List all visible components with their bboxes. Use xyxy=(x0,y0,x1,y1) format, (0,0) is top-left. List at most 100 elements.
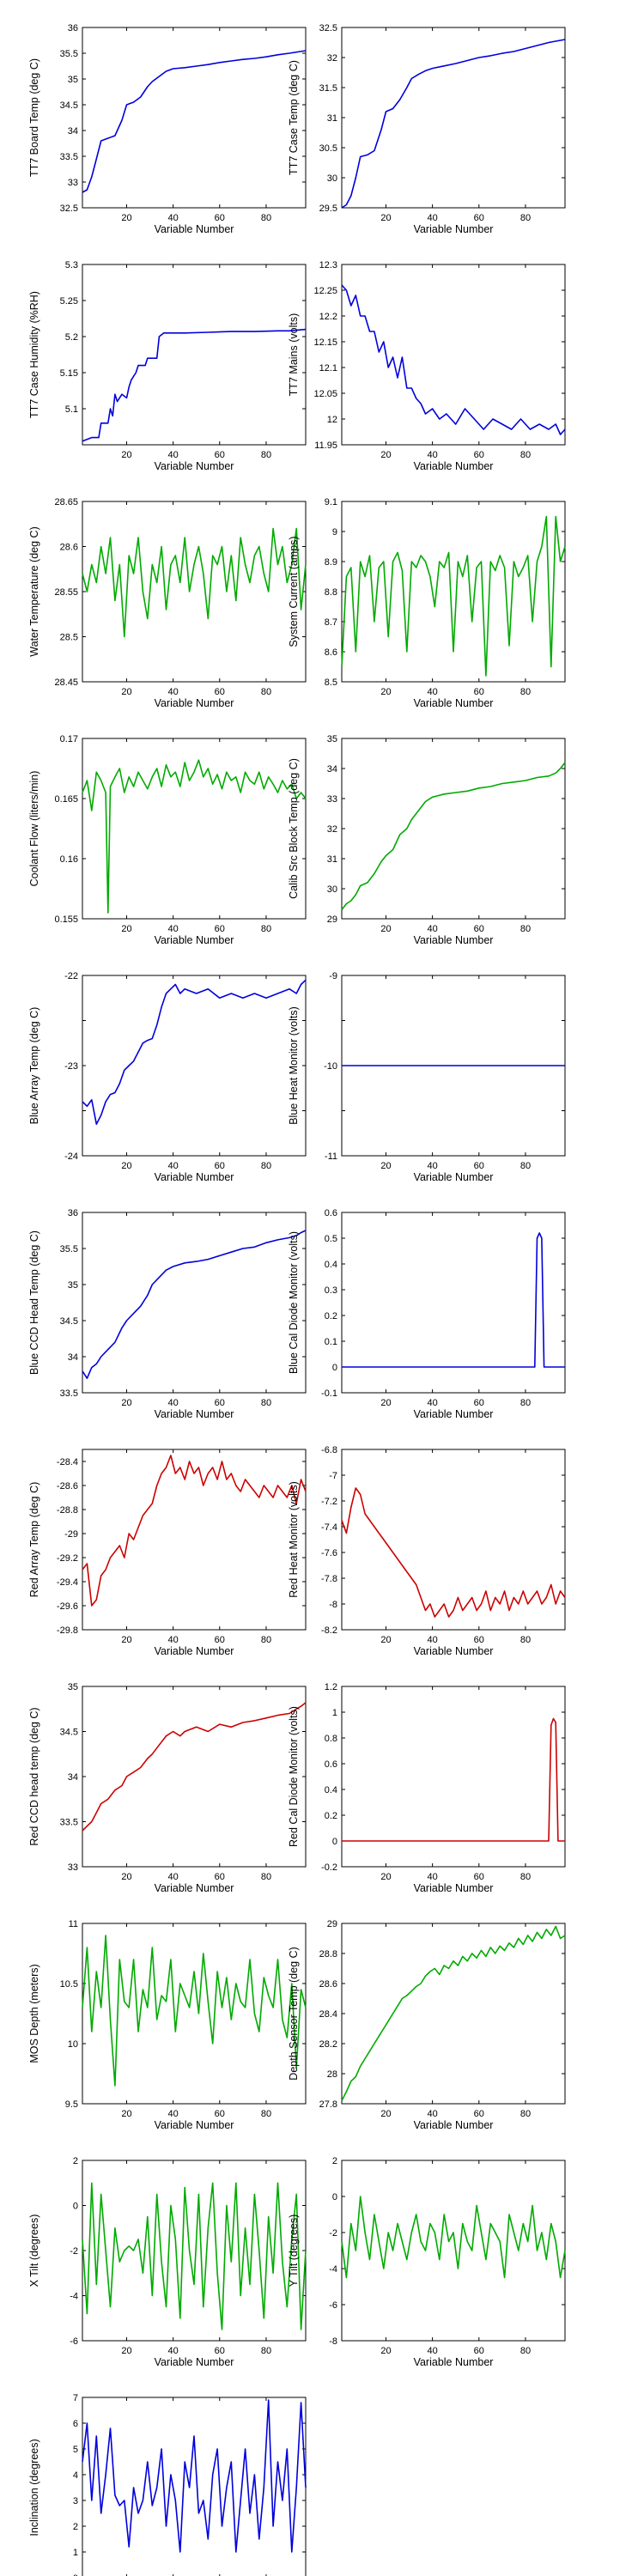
x-axis-label: Variable Number xyxy=(155,460,234,472)
data-point xyxy=(91,2031,92,2032)
data-point xyxy=(564,428,565,429)
data-point xyxy=(532,1597,533,1598)
data-point xyxy=(539,423,540,424)
data-point xyxy=(448,2241,449,2242)
y-tick-label: -29.2 xyxy=(57,1553,78,1564)
data-point xyxy=(119,2505,120,2506)
data-point xyxy=(485,675,486,676)
data-point xyxy=(500,1603,501,1604)
data-point xyxy=(458,2268,459,2269)
y-tick-label: 0 xyxy=(332,1363,337,1373)
data-point xyxy=(425,801,426,802)
data-point xyxy=(369,555,370,556)
data-point xyxy=(383,2028,384,2029)
data-point xyxy=(110,786,111,787)
data-point xyxy=(156,2019,157,2020)
data-point xyxy=(402,570,403,571)
data-point xyxy=(467,791,468,792)
x-tick-label: 40 xyxy=(168,2109,179,2119)
data-point xyxy=(161,786,162,787)
data-point xyxy=(235,600,236,601)
data-point xyxy=(444,567,445,568)
y-tick-label: 29.5 xyxy=(319,204,337,214)
plot-area xyxy=(341,1449,566,1631)
data-point xyxy=(254,1491,255,1492)
data-point xyxy=(110,2306,111,2307)
data-point xyxy=(296,2194,297,2195)
data-point xyxy=(444,793,445,794)
y-tick-label: 32 xyxy=(327,824,337,835)
data-point xyxy=(203,776,204,777)
x-tick-label: 80 xyxy=(261,450,271,460)
data-point xyxy=(235,2551,236,2552)
data-point xyxy=(305,564,306,565)
plot-area xyxy=(82,264,307,446)
data-point xyxy=(219,62,220,63)
data-point xyxy=(406,651,407,652)
data-point xyxy=(379,1533,380,1534)
y-axis-label: Blue Cal Diode Monitor (volts) xyxy=(288,1231,300,1374)
data-point xyxy=(541,1938,542,1939)
data-point xyxy=(159,1745,160,1746)
data-point xyxy=(107,1799,108,1800)
y-tick-label: 6 xyxy=(73,2419,78,2429)
data-point xyxy=(152,1038,153,1039)
data-point xyxy=(490,786,491,787)
data-point xyxy=(369,2259,370,2260)
y-tick-label: 8.6 xyxy=(325,647,337,658)
y-axis-label: Blue CCD Head Temp (deg C) xyxy=(28,1230,40,1375)
x-axis-label: Variable Number xyxy=(414,1882,494,1894)
data-point xyxy=(273,2007,274,2008)
data-point xyxy=(508,1942,509,1943)
data-point xyxy=(212,2043,213,2044)
plot-area xyxy=(82,738,307,920)
data-point xyxy=(166,609,167,610)
data-point xyxy=(129,776,130,777)
data-point xyxy=(100,422,101,423)
series-line-depth-sensor-temp xyxy=(341,1925,566,2101)
data-point xyxy=(462,2223,463,2224)
data-point xyxy=(560,2277,561,2278)
data-point xyxy=(189,2007,190,2008)
data-point xyxy=(462,1610,463,1611)
data-point xyxy=(355,2250,356,2251)
data-point xyxy=(537,1237,538,1238)
data-point xyxy=(277,54,278,55)
data-point xyxy=(258,1497,259,1498)
data-point xyxy=(406,87,407,88)
data-point xyxy=(87,591,88,592)
series-line-red-array-temp xyxy=(82,1455,307,1607)
y-axis-label: Calib Src Block Temp (deg C) xyxy=(288,758,300,899)
y-tick-label: 8.8 xyxy=(325,587,337,598)
x-axis-label: Variable Number xyxy=(155,2119,234,2131)
y-tick-label: 36 xyxy=(68,23,78,33)
x-tick-label: 80 xyxy=(520,687,531,697)
data-point xyxy=(513,781,514,782)
y-tick-label: 2 xyxy=(73,2156,78,2166)
y-tick-label: 8.7 xyxy=(325,617,337,628)
data-point xyxy=(388,2020,389,2021)
data-point xyxy=(388,2232,389,2233)
x-tick-label: 20 xyxy=(121,2346,131,2356)
y-tick-label: 28.45 xyxy=(54,677,78,688)
y-tick-label: -7.8 xyxy=(321,1574,337,1584)
y-tick-label: -9 xyxy=(329,971,337,981)
y-tick-label: 28.4 xyxy=(319,2009,337,2020)
data-point xyxy=(231,555,232,556)
y-tick-label: 36 xyxy=(68,1208,78,1218)
plot-area xyxy=(82,1923,307,2105)
data-point xyxy=(235,2183,236,2184)
y-tick-label: 12.1 xyxy=(319,363,337,374)
x-tick-label: 60 xyxy=(474,687,484,697)
data-point xyxy=(439,2259,440,2260)
x-axis-label: Variable Number xyxy=(155,2356,234,2368)
data-point xyxy=(133,1771,134,1772)
y-tick-label: 12 xyxy=(327,415,337,425)
data-point xyxy=(346,576,347,577)
series-line-tt7-case-humidity xyxy=(82,328,307,442)
x-tick-label: 40 xyxy=(168,1161,179,1171)
y-tick-label: 30 xyxy=(327,173,337,184)
chart-panel-red-ccd-head-temp: 33 33.5 34 34.5 35 20 40 60 80 Variable Number Red… xyxy=(28,1682,307,1894)
x-axis-label: Variable Number xyxy=(414,1171,494,1183)
x-tick-label: 20 xyxy=(380,1398,391,1408)
